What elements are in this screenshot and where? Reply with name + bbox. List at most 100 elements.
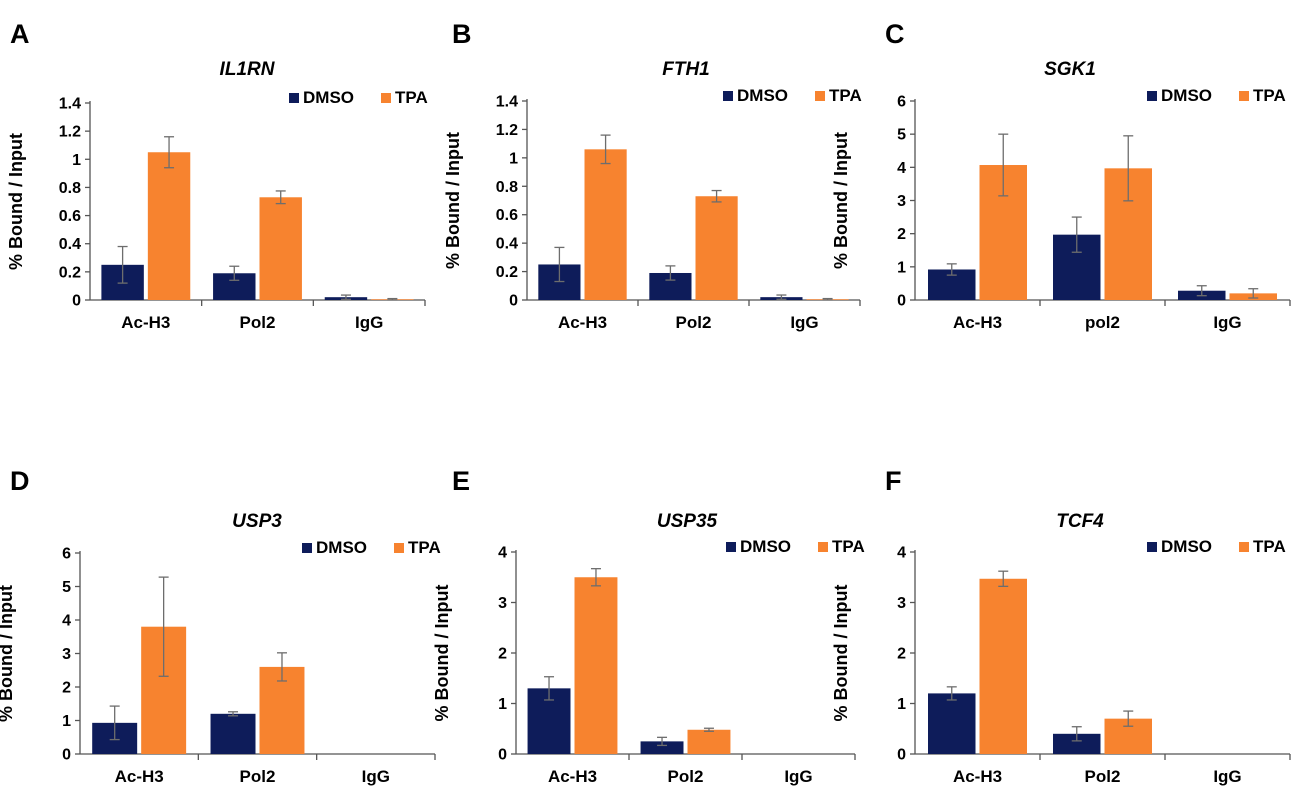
y-tick-label: 0.4: [59, 236, 81, 253]
y-tick-label: 1.4: [496, 94, 518, 111]
y-tick-label: 5: [62, 579, 71, 596]
panel-letter: F: [885, 466, 902, 496]
y-axis-label: % Bound / Input: [6, 133, 26, 270]
x-category-label: IgG: [1213, 313, 1241, 332]
x-category-label: Pol2: [668, 767, 704, 786]
y-tick-label: 4: [62, 613, 71, 630]
chart-title: USP35: [657, 511, 718, 532]
bar-dmso-ac-h3: [928, 693, 976, 754]
y-tick-label: 2: [897, 226, 906, 243]
legend-label-tpa: TPA: [408, 538, 441, 557]
bar-dmso-pol2: [210, 713, 256, 754]
y-tick-label: 3: [897, 595, 906, 612]
y-tick-label: 0: [498, 747, 507, 764]
bar-tpa-ac-h3: [147, 152, 191, 300]
legend-swatch-dmso: [289, 93, 299, 103]
x-category-label: Ac-H3: [953, 767, 1002, 786]
chart-title: FTH1: [662, 59, 710, 80]
y-tick-label: 4: [897, 160, 906, 177]
legend-swatch-tpa: [818, 542, 828, 552]
x-category-label: Ac-H3: [558, 313, 607, 332]
y-tick-label: 4: [498, 545, 507, 562]
chart-title: SGK1: [1044, 59, 1096, 80]
y-tick-label: 1.2: [59, 124, 81, 141]
y-tick-label: 1: [62, 713, 71, 730]
legend-label-tpa: TPA: [832, 537, 865, 556]
panel-f: F TCF4 % Bound / Input 0 1 2 3 4 Ac-H3 Pol2 IgG DMS…: [831, 466, 1291, 786]
y-tick-label: 1.4: [59, 96, 81, 113]
legend-label-dmso: DMSO: [316, 538, 367, 557]
y-tick-label: 0: [62, 747, 71, 764]
y-tick-label: 1: [72, 152, 81, 169]
x-category-label: IgG: [362, 767, 390, 786]
legend-label-tpa: TPA: [1253, 537, 1286, 556]
x-category-label: Pol2: [240, 313, 276, 332]
y-axis-label: % Bound / Input: [443, 132, 463, 269]
y-tick-label: 0.4: [496, 236, 518, 253]
legend-label-dmso: DMSO: [303, 88, 354, 107]
y-tick-label: 2: [498, 646, 507, 663]
legend-swatch-tpa: [394, 543, 404, 553]
bar-dmso-pol2: [640, 741, 684, 754]
legend-label-dmso: DMSO: [1161, 86, 1212, 105]
legend-label-dmso: DMSO: [1161, 537, 1212, 556]
chart-title: USP3: [232, 511, 282, 532]
bar-tpa-ac-h3: [979, 578, 1027, 754]
panel-letter: C: [885, 19, 905, 49]
y-axis-label: % Bound / Input: [432, 585, 452, 722]
legend-swatch-dmso: [1147, 542, 1157, 552]
y-tick-label: 0.8: [59, 180, 81, 197]
x-category-label: Pol2: [676, 313, 712, 332]
y-tick-label: 0.6: [496, 207, 518, 224]
chart-title: IL1RN: [220, 59, 276, 80]
y-tick-label: 2: [62, 680, 71, 697]
legend-label-tpa: TPA: [395, 88, 428, 107]
x-category-label: Pol2: [1085, 767, 1121, 786]
bar-tpa-pol2: [687, 729, 731, 754]
y-tick-label: 0: [897, 293, 906, 310]
y-tick-label: 3: [897, 193, 906, 210]
panel-letter: B: [452, 19, 472, 49]
panel-letter: D: [10, 466, 30, 496]
panel-e: E USP35 % Bound / Input 0 1 2 3 4 Ac-H3 Pol2 IgG DM…: [432, 466, 865, 786]
bar-tpa-ac-h3: [574, 577, 618, 754]
bar-tpa-ac-h3: [584, 149, 627, 300]
y-tick-label: 5: [897, 127, 906, 144]
legend-swatch-tpa: [1239, 542, 1249, 552]
x-category-label: Ac-H3: [548, 767, 597, 786]
legend-swatch-dmso: [302, 543, 312, 553]
y-tick-label: 0: [72, 293, 81, 310]
y-tick-label: 0.8: [496, 179, 518, 196]
x-category-label: IgG: [355, 313, 383, 332]
x-category-label: pol2: [1085, 313, 1120, 332]
y-tick-label: 1: [498, 696, 507, 713]
x-category-label: IgG: [1213, 767, 1241, 786]
y-tick-label: 1: [897, 259, 906, 276]
x-category-label: Ac-H3: [953, 313, 1002, 332]
y-tick-label: 0: [509, 293, 518, 310]
y-tick-label: 0.2: [59, 264, 81, 281]
x-category-label: IgG: [790, 313, 818, 332]
legend-swatch-tpa: [815, 91, 825, 101]
legend-label-tpa: TPA: [1253, 86, 1286, 105]
bar-tpa-pol2: [259, 197, 302, 300]
legend-swatch-dmso: [726, 542, 736, 552]
legend-label-dmso: DMSO: [737, 86, 788, 105]
x-category-label: IgG: [784, 767, 812, 786]
x-category-label: Ac-H3: [115, 767, 164, 786]
panel-a: A IL1RN % Bound / Input 0 0.2 0.4 0.6 0.8 1 1.2 1.…: [6, 19, 428, 332]
y-tick-label: 0.2: [496, 264, 518, 281]
y-axis-label: % Bound / Input: [831, 132, 851, 269]
chart-title: TCF4: [1056, 511, 1104, 532]
y-tick-label: 1: [897, 696, 906, 713]
legend-label-dmso: DMSO: [740, 537, 791, 556]
y-tick-label: 6: [897, 94, 906, 111]
legend-swatch-tpa: [1239, 91, 1249, 101]
y-tick-label: 6: [62, 546, 71, 563]
y-axis-label: % Bound / Input: [0, 585, 16, 722]
y-tick-label: 2: [897, 646, 906, 663]
y-axis-label: % Bound / Input: [831, 585, 851, 722]
x-category-label: Pol2: [240, 767, 276, 786]
panel-b: B FTH1 % Bound / Input 0 0.2 0.4 0.6 0.8 1 1.2 1.4…: [443, 19, 862, 332]
